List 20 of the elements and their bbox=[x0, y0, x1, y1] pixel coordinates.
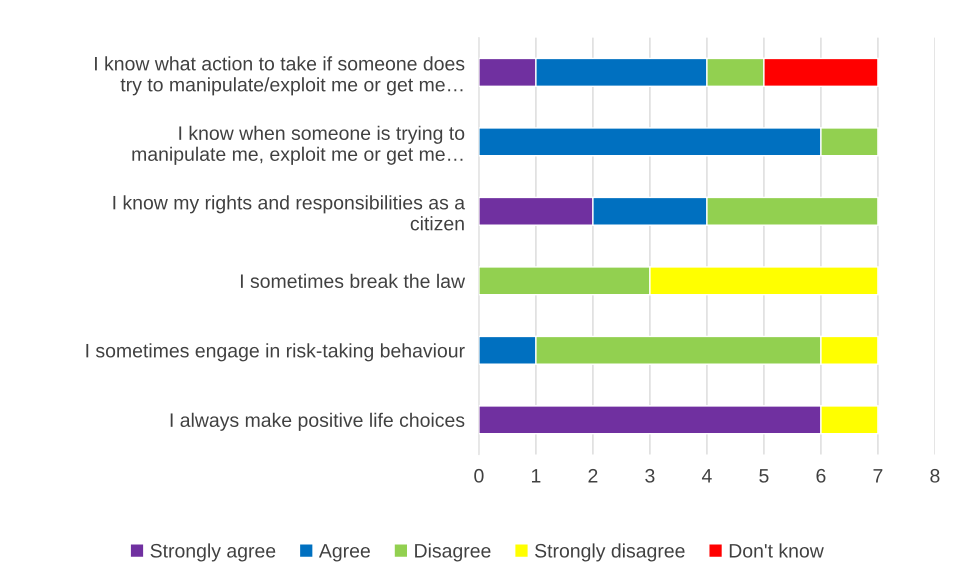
legend-label: Don't know bbox=[730, 543, 824, 558]
x-tick-label: 6 bbox=[816, 468, 826, 483]
y-tick-label: I know when someone is trying to manipulate me, exploit me or get me… bbox=[132, 126, 464, 165]
x-tick-label: 8 bbox=[930, 468, 940, 483]
x-tick-label: 1 bbox=[532, 469, 540, 482]
y-tick-label: I always make positive life choices bbox=[170, 412, 464, 431]
y-tick-label: I know my rights and responsibilities as a citizen bbox=[113, 195, 466, 230]
legend-label: Strongly agree bbox=[150, 543, 276, 562]
legend-label: Agree bbox=[318, 544, 370, 562]
y-tick-label: I sometimes break the law bbox=[240, 274, 466, 288]
x-tick-label: 0 bbox=[474, 468, 484, 483]
y-tick-label: I sometimes engage in risk-taking behaviour bbox=[86, 343, 465, 362]
x-tick-label: 4 bbox=[702, 469, 712, 482]
legend-label: Strongly disagree bbox=[535, 543, 685, 562]
x-tick-label: 7 bbox=[874, 469, 882, 482]
legend-label: Disagree bbox=[415, 543, 490, 562]
x-tick-label: 3 bbox=[645, 468, 654, 483]
x-tick-label: 5 bbox=[759, 469, 769, 483]
x-tick-label: 2 bbox=[588, 468, 598, 482]
y-tick-label: I know what action to take if someone does try to manipulate/exploit me or get me… bbox=[95, 56, 464, 96]
